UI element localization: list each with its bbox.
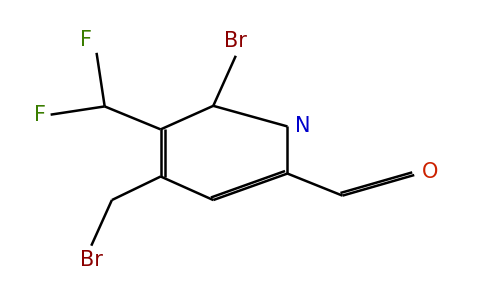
Text: F: F xyxy=(80,30,92,50)
Text: Br: Br xyxy=(225,32,247,51)
Text: F: F xyxy=(34,105,46,125)
Text: O: O xyxy=(422,162,438,182)
Text: N: N xyxy=(295,116,310,136)
Text: Br: Br xyxy=(80,250,103,270)
